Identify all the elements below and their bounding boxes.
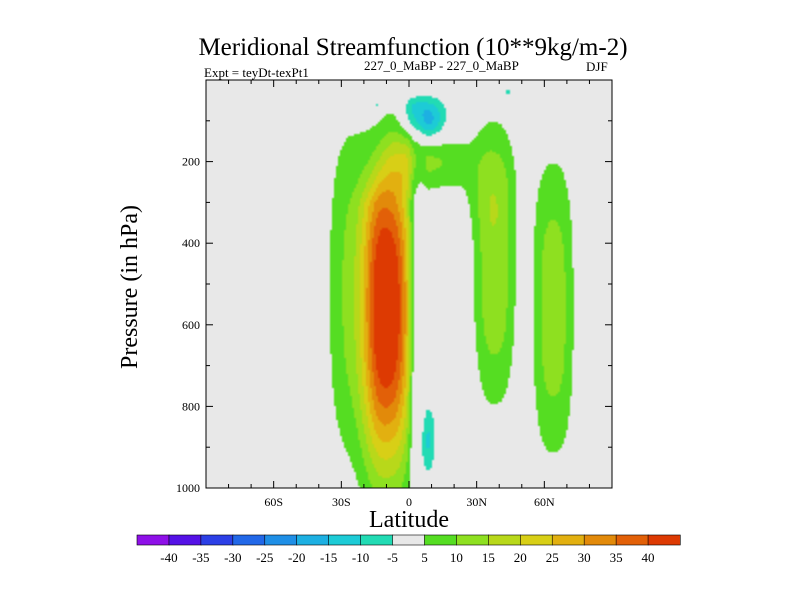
season-label: DJF (586, 59, 608, 74)
colorbar-box (360, 534, 394, 546)
y-tick-label: 400 (182, 236, 200, 250)
colorbar-box (328, 534, 362, 546)
colorbar-tick-label: 20 (514, 550, 527, 565)
colorbar-box (296, 534, 330, 546)
y-axis-ticks: 200 400 600 800 1000 (176, 120, 612, 495)
colorbar-box (551, 534, 585, 546)
colorbar-tick-label: -15 (320, 550, 337, 565)
colorbar: -40 -35 -30 -25 -20 -15 -10 -5 5 10 15 20 25 30 35 40 (136, 534, 681, 565)
y-tick-label: 1000 (176, 481, 200, 495)
colorbar-box (168, 534, 202, 546)
colorbar-box (232, 534, 266, 546)
experiment-label: Expt = teyDt-texPt1 (204, 65, 309, 80)
colorbar-tick-label: 5 (421, 550, 428, 565)
x-tick-label: 60S (264, 495, 283, 509)
x-axis-ticks: 60S 30S 0 30N 60N (228, 80, 590, 509)
colorbar-tick-label: 35 (610, 550, 623, 565)
y-tick-label: 600 (182, 318, 200, 332)
colorbar-tick-label: 30 (578, 550, 591, 565)
colorbar-box (488, 534, 521, 546)
x-tick-label: 30S (332, 495, 351, 509)
colorbar-box (647, 534, 681, 546)
colorbar-box (200, 534, 234, 546)
colorbar-tick-label: -40 (160, 550, 177, 565)
colorbar-tick-label: 10 (450, 550, 463, 565)
colorbar-tick-label: -20 (288, 550, 305, 565)
chart-title: Meridional Streamfunction (10**9kg/m-2) (198, 34, 627, 61)
colorbar-box (264, 534, 298, 546)
colorbar-tick-label: -35 (192, 550, 209, 565)
colorbar-box (136, 534, 170, 546)
colorbar-tick-label: -30 (224, 550, 241, 565)
contour-field (206, 80, 612, 488)
y-axis-label: Pressure (in hPa) (117, 205, 143, 369)
colorbar-tick-label: 25 (546, 550, 559, 565)
colorbar-tick-label: 40 (642, 550, 655, 565)
colorbar-tick-label: -5 (387, 550, 398, 565)
comparison-label: 227_0_MaBP - 227_0_MaBP (364, 58, 519, 73)
contour-plot-area (205, 79, 613, 489)
colorbar-box (615, 534, 649, 546)
colorbar-box (456, 534, 489, 546)
y-tick-label: 200 (182, 155, 200, 169)
x-tick-label: 30N (466, 495, 487, 509)
colorbar-box (392, 534, 426, 546)
x-tick-label: 60N (534, 495, 555, 509)
colorbar-box (424, 534, 458, 546)
colorbar-box (519, 534, 553, 546)
colorbar-tick-label: -25 (256, 550, 273, 565)
colorbar-tick-label: -10 (352, 550, 369, 565)
colorbar-tick-label: 15 (482, 550, 495, 565)
y-tick-label: 800 (182, 399, 200, 413)
x-tick-label: 0 (406, 495, 412, 509)
x-axis-label: Latitude (369, 507, 449, 533)
colorbar-box (583, 534, 617, 546)
